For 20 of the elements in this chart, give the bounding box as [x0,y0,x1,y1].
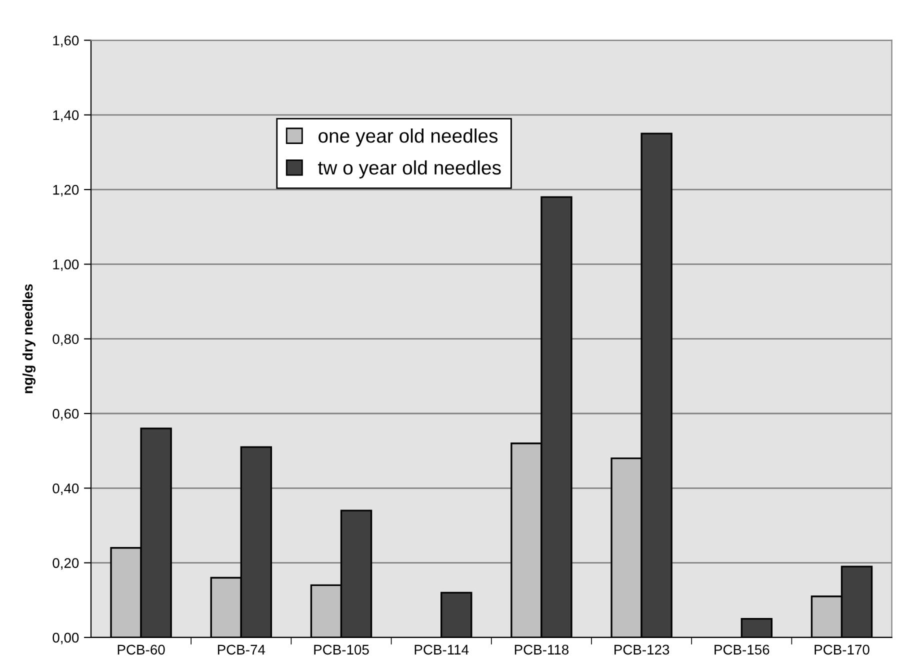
y-tick-label: 1,00 [53,260,79,272]
y-tick-label: 1,20 [53,184,79,196]
legend-label: one year old needles [318,128,498,147]
x-tick-label: PCB-123 [614,644,670,655]
x-tick-label: PCB-170 [814,644,870,655]
x-tick-label: PCB-114 [414,644,469,655]
y-tick-label: 0,60 [52,408,79,420]
x-tick-label: PCB-118 [514,644,569,655]
y-tick-label: 0,20 [52,558,79,570]
x-tick-label: PCB-156 [714,644,770,655]
y-tick-label: 0,40 [52,483,79,495]
x-tick-label: PCB-105 [314,644,369,655]
y-tick-label: 1,40 [53,110,79,122]
y-tick-label: 0,80 [52,334,79,346]
x-tick-label: PCB-74 [218,644,266,655]
x-tick-label: PCB-60 [118,644,165,655]
y-tick-label: 0,00 [52,632,79,644]
legend-label: tw o year old needles [318,160,501,178]
y-tick-label: 1,60 [53,36,79,48]
y-axis-title: ng/g dry needles [22,284,36,394]
